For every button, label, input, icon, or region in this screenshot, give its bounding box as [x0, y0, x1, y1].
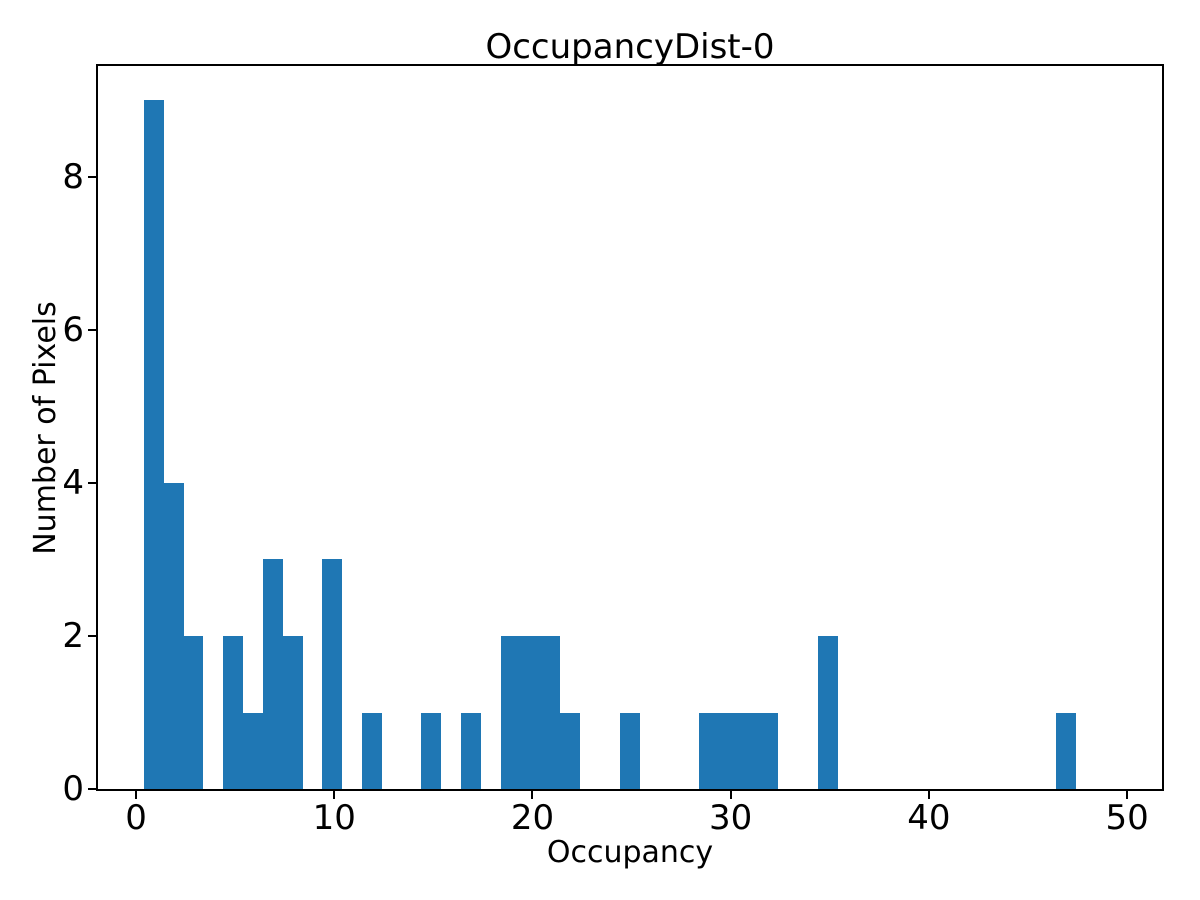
histogram-bar [501, 635, 521, 789]
histogram-bar [362, 712, 382, 789]
x-tick-label: 0 [125, 798, 147, 838]
histogram-bar [461, 712, 481, 789]
histogram-bar [164, 482, 184, 789]
histogram-bar [322, 559, 342, 789]
y-tick-label: 0 [62, 769, 84, 809]
histogram-bar [521, 635, 540, 789]
histogram-bar [699, 712, 719, 789]
y-tick-mark [88, 175, 96, 178]
histogram-bar [739, 712, 758, 789]
y-tick-label: 6 [62, 309, 84, 350]
chart-title: OccupancyDist-0 [485, 27, 775, 67]
y-tick-mark [88, 788, 96, 790]
histogram-bar [144, 100, 164, 789]
x-tick-label: 40 [907, 798, 951, 838]
y-tick-mark [88, 634, 96, 637]
x-tick-mark [333, 791, 336, 799]
x-axis-label: Occupancy [546, 835, 714, 870]
plot-area [96, 64, 1164, 791]
histogram-bar [263, 559, 283, 789]
bars-layer [98, 66, 1162, 789]
histogram-bar [1056, 712, 1076, 789]
y-tick-mark [88, 481, 96, 484]
y-tick-mark [88, 328, 96, 331]
x-tick-mark [729, 791, 732, 799]
histogram-bar [243, 712, 263, 789]
x-tick-label: 10 [312, 798, 356, 838]
x-tick-mark [135, 791, 138, 799]
y-tick-label: 2 [62, 615, 84, 656]
x-tick-label: 20 [510, 798, 555, 838]
histogram-bar [283, 635, 303, 789]
x-tick-mark [927, 791, 930, 799]
histogram-bar [758, 712, 778, 789]
x-tick-label: 50 [1105, 798, 1149, 838]
x-tick-mark [1126, 791, 1129, 799]
histogram-bar [184, 635, 203, 789]
histogram-bar [560, 712, 580, 789]
y-axis-label: Number of Pixels [28, 301, 63, 555]
y-tick-label: 8 [62, 156, 84, 197]
y-tick-label: 4 [62, 462, 84, 503]
histogram-bar [223, 635, 243, 789]
histogram-bar [620, 712, 640, 789]
histogram-bar [421, 712, 441, 789]
histogram-bar [719, 712, 739, 789]
x-tick-mark [531, 791, 534, 799]
x-tick-label: 30 [709, 798, 753, 838]
histogram-bar [818, 635, 838, 789]
histogram-bar [540, 635, 560, 789]
